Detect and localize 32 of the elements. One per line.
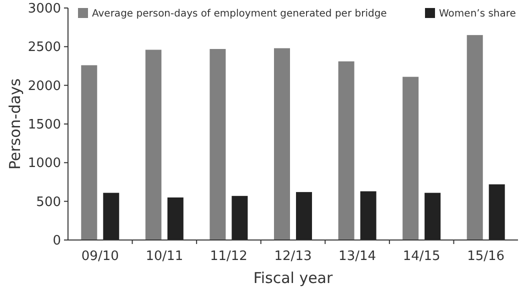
bar (424, 192, 441, 240)
y-tick-label: 2500 (28, 40, 61, 56)
bar (167, 197, 184, 240)
y-tick-label: 1000 (28, 156, 61, 172)
y-tick-label: 0 (52, 234, 61, 249)
bar (210, 48, 226, 240)
y-tick-label: 2000 (28, 78, 61, 94)
x-tick-label: 10/11 (146, 249, 184, 264)
bar (103, 192, 120, 240)
x-tick-label: 11/12 (210, 249, 248, 264)
x-tick-label: 14/15 (402, 249, 440, 264)
bar (296, 192, 312, 240)
y-axis-title: Person-days (6, 78, 24, 170)
x-tick-label: 13/14 (338, 249, 376, 264)
y-tick-label: 3000 (28, 2, 61, 17)
bar (488, 184, 505, 240)
y-tick-label: 1500 (28, 118, 61, 133)
bar (360, 191, 376, 240)
bar (145, 50, 162, 240)
bar (81, 65, 98, 240)
bar (274, 48, 290, 240)
x-axis-title: Fiscal year (253, 269, 334, 287)
x-tick-label: 12/13 (274, 249, 312, 264)
legend-label: Women’s share (439, 8, 516, 20)
legend-label: Average person-days of employment generated per bridge (92, 8, 387, 20)
x-tick-label: 15/16 (467, 249, 505, 264)
y-tick-label: 500 (36, 194, 61, 210)
x-tick-label: 09/10 (81, 249, 119, 264)
bar (402, 76, 419, 240)
bar (232, 196, 248, 240)
bar (466, 35, 483, 240)
bar (338, 61, 354, 240)
